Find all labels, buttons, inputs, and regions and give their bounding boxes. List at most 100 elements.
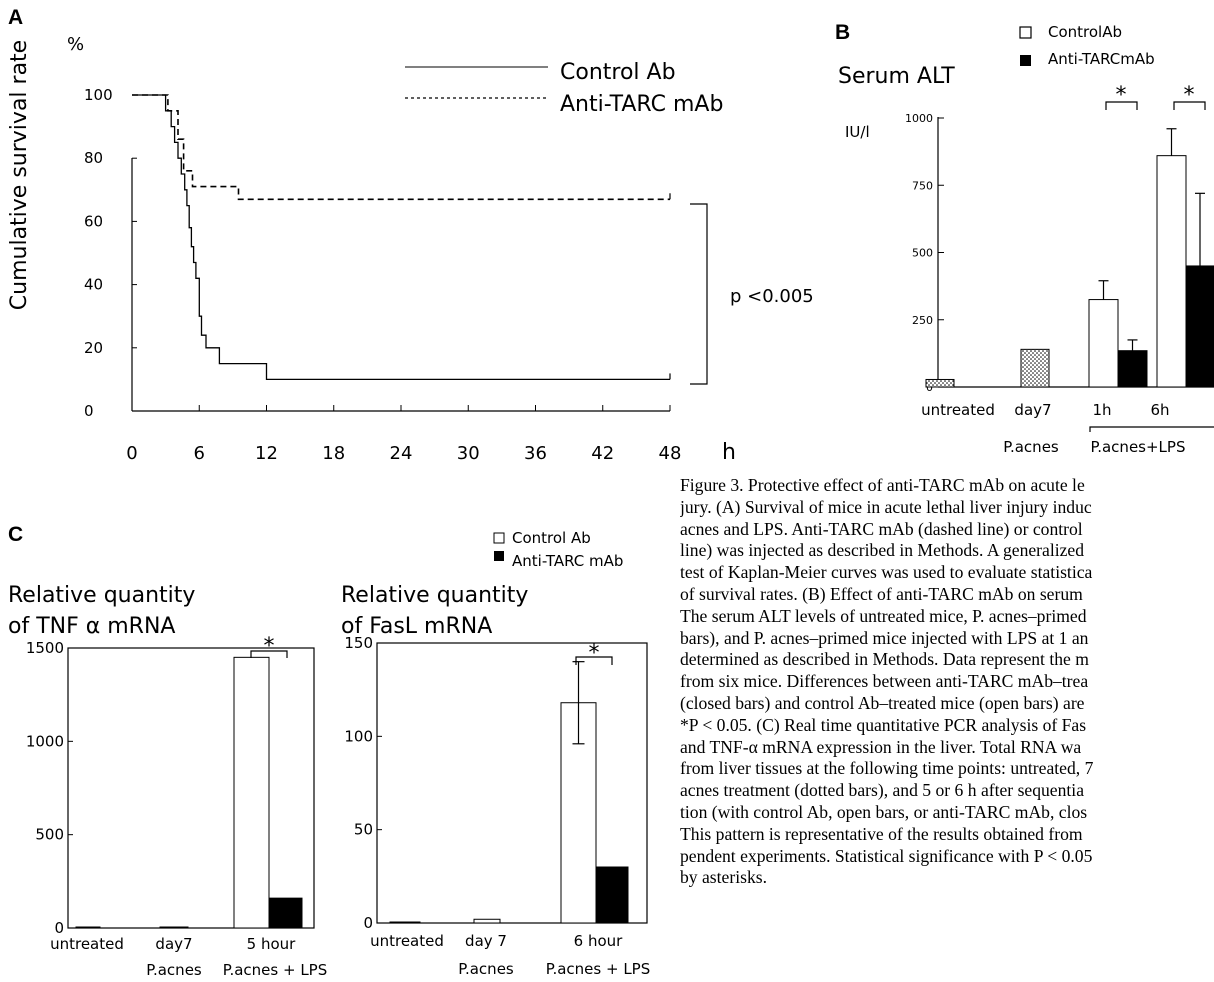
panel-c: C Control Ab Anti-TARC mAb Relative quan… xyxy=(8,523,650,979)
tnf-significance-bracket xyxy=(250,650,288,658)
tnf-category-untreated: untreated xyxy=(50,935,124,953)
significance-bracket xyxy=(690,203,708,385)
x-tick-label-36: 36 xyxy=(524,443,547,464)
alt-y-tick-label-1000: 1000 xyxy=(905,112,933,125)
caption-line: determined as described in Methods. Data… xyxy=(680,649,1089,670)
group-bracket-p-acnes-lps xyxy=(1089,426,1214,432)
tnf-bars xyxy=(75,656,303,929)
alt-bar-1h-anti-tarcmab xyxy=(1117,350,1148,388)
tnf-sublabel-p-acnes: P.acnes xyxy=(146,961,202,979)
legend-swatch-control-ab-c xyxy=(493,532,505,544)
y-tick-label-3-0: 0 xyxy=(363,914,373,932)
figure-caption: Figure 3. Protective effect of anti-TARC… xyxy=(680,475,1214,980)
caption-line: jury. (A) Survival of mice in acute leth… xyxy=(680,496,1092,517)
alt-bar-day7 xyxy=(1020,348,1050,388)
panel-a: A % Cumulative survival rate 02040608010… xyxy=(7,6,814,465)
x-tick-label-12: 12 xyxy=(255,443,278,464)
alt-y-tick-label-250: 250 xyxy=(912,314,933,327)
caption-line: bars), and P. acnes–primed mice injected… xyxy=(680,627,1089,648)
legend-swatch-anti-tarc-mab-b xyxy=(1020,55,1031,66)
fasl-significance-bracket xyxy=(575,656,613,665)
category-label-untreated: untreated xyxy=(921,401,995,419)
bar-untreated xyxy=(75,926,101,929)
caption-line: (closed bars) and control Ab–treated mic… xyxy=(680,692,1085,713)
caption-line: tion (with control Ab, open bars, or ant… xyxy=(680,801,1088,822)
caption-line: from six mice. Differences between anti-… xyxy=(680,671,1089,692)
panel-a-y-axis-title: Cumulative survival rate xyxy=(7,40,32,310)
caption-line: Figure 3. Protective effect of anti-TARC… xyxy=(680,475,1085,495)
fasl-significance-star: * xyxy=(589,641,600,666)
caption-line: test of Kaplan-Meier curves was used to … xyxy=(680,562,1093,583)
tnf-plot-frame xyxy=(67,647,315,929)
panel-b-y-unit: IU/l xyxy=(845,123,870,141)
significance-bracket-1h xyxy=(1105,101,1138,110)
caption-line: from liver tissues at the following time… xyxy=(680,758,1094,779)
group-label-p-acnes-lps: P.acnes+LPS xyxy=(1091,438,1186,456)
fasl-y-ticks: 0 50 100 150 xyxy=(344,634,382,932)
x-tick-label-18: 18 xyxy=(322,443,345,464)
panel-a-x-unit: h xyxy=(722,440,736,465)
caption-line: pendent experiments. Statistical signifi… xyxy=(680,845,1093,866)
series-line-anti-tarc-mab xyxy=(132,94,670,201)
panel-b-label: B xyxy=(835,21,850,44)
fasl-title-line2: of FasL mRNA xyxy=(341,614,492,639)
bar-6-hour-anti-tarc-mab xyxy=(595,866,629,924)
panel-a-y-ticks: 0 20 40 60 80 100 xyxy=(84,86,137,420)
y-tick-label-3-100: 100 xyxy=(344,727,373,745)
significance-star-1h: * xyxy=(1116,83,1127,108)
fasl-category-day7: day 7 xyxy=(465,932,507,950)
alt-bar-6h-controlab xyxy=(1156,155,1187,388)
x-tick-label-24: 24 xyxy=(390,443,413,464)
legend-swatch-control-ab-b xyxy=(1019,26,1032,39)
tnf-significance-star: * xyxy=(264,634,275,659)
significance-bracket-6h xyxy=(1173,101,1206,110)
x-tick-label-0: 0 xyxy=(126,443,137,464)
panel-c-label: C xyxy=(8,523,23,546)
legend-label-anti-tarc-mab: Anti-TARC mAb xyxy=(560,92,723,117)
fasl-bars xyxy=(389,661,629,924)
alt-bar-6h-anti-tarcmab xyxy=(1185,265,1214,388)
x-tick-label-42: 42 xyxy=(591,443,614,464)
y-tick-label-3-50: 50 xyxy=(354,821,373,839)
y-tick-label-80: 80 xyxy=(84,149,103,167)
caption-line: The serum ALT levels of untreated mice, … xyxy=(680,605,1087,626)
y-tick-label-2-1000: 1000 xyxy=(26,732,64,750)
caption-line: line) was injected as described in Metho… xyxy=(680,540,1085,561)
panel-a-x-ticks: 0 6 12 18 24 30 36 42 48 xyxy=(126,193,681,464)
alt-y-tick-label-0: 0 xyxy=(926,381,933,394)
series-line-control-ab xyxy=(132,94,670,381)
y-tick-label-2-1500: 1500 xyxy=(26,639,64,657)
legend-label-control-ab-c: Control Ab xyxy=(512,529,591,547)
panel-b: B Serum ALT IU/l ControlAb Anti-TARCmAb … xyxy=(835,21,1214,456)
legend-label-control-ab-b: ControlAb xyxy=(1048,23,1122,41)
fasl-plot-frame xyxy=(376,642,648,924)
bar-5-hour-control-ab xyxy=(233,656,270,929)
alt-y-tick-label-500: 500 xyxy=(912,247,933,260)
tnf-title-line1: Relative quantity xyxy=(8,583,195,608)
y-tick-label-0: 0 xyxy=(84,402,94,420)
alt-y-tick-label-750: 750 xyxy=(912,179,933,192)
alt-bar-1h-controlab xyxy=(1088,299,1119,388)
tnf-sublabel-p-acnes-lps: P.acnes + LPS xyxy=(223,961,328,979)
category-label-1h: 1h xyxy=(1092,401,1111,419)
y-tick-label-60: 60 xyxy=(84,212,103,230)
legend-label-anti-tarc-mab-c: Anti-TARC mAb xyxy=(512,552,623,570)
panel-a-label: A xyxy=(8,6,23,29)
alt-bar-untreated xyxy=(925,378,955,388)
x-tick-label-30: 30 xyxy=(457,443,480,464)
caption-line: *P < 0.05. (C) Real time quantitative PC… xyxy=(680,714,1087,735)
y-tick-label-2-500: 500 xyxy=(35,826,64,844)
legend-label-control-ab: Control Ab xyxy=(560,60,676,85)
fasl-sublabel-p-acnes: P.acnes xyxy=(458,960,514,978)
tnf-category-day7: day7 xyxy=(155,935,192,953)
fasl-sublabel-p-acnes-lps: P.acnes + LPS xyxy=(546,960,651,978)
bar-day-7 xyxy=(473,918,501,924)
caption-line: acnes treatment (dotted bars), and 5 or … xyxy=(680,780,1085,801)
x-tick-label-48: 48 xyxy=(659,443,682,464)
panel-b-title: Serum ALT xyxy=(838,64,955,89)
y-tick-label-40: 40 xyxy=(84,276,103,294)
legend-label-anti-tarc-mab-b: Anti-TARCmAb xyxy=(1048,50,1155,68)
panel-b-bars xyxy=(925,128,1214,388)
caption-line: and TNF-α mRNA expression in the liver. … xyxy=(680,736,1082,757)
